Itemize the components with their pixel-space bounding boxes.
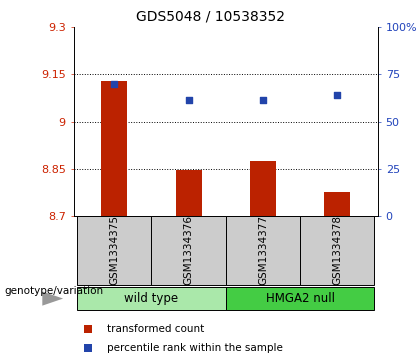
Text: GSM1334378: GSM1334378	[332, 216, 342, 285]
Point	[334, 92, 341, 98]
Text: GSM1334377: GSM1334377	[258, 216, 268, 285]
Bar	[250, 161, 276, 216]
Bar	[300, 216, 374, 285]
Text: GSM1334376: GSM1334376	[184, 216, 194, 285]
Bar	[176, 170, 202, 216]
Bar	[226, 287, 374, 310]
Point	[260, 97, 266, 102]
Point	[185, 97, 192, 102]
Point	[111, 81, 118, 87]
Text: percentile rank within the sample: percentile rank within the sample	[107, 343, 283, 354]
Polygon shape	[42, 291, 63, 306]
Text: wild type: wild type	[124, 292, 178, 305]
Text: HMGA2 null: HMGA2 null	[265, 292, 334, 305]
Bar	[77, 287, 226, 310]
Text: transformed count: transformed count	[107, 323, 205, 334]
Bar	[77, 216, 152, 285]
Text: genotype/variation: genotype/variation	[4, 286, 103, 296]
Text: GDS5048 / 10538352: GDS5048 / 10538352	[136, 9, 284, 23]
Bar	[152, 216, 226, 285]
Bar	[101, 81, 127, 216]
Bar	[324, 192, 350, 216]
Text: GSM1334375: GSM1334375	[109, 216, 119, 285]
Bar	[226, 216, 300, 285]
